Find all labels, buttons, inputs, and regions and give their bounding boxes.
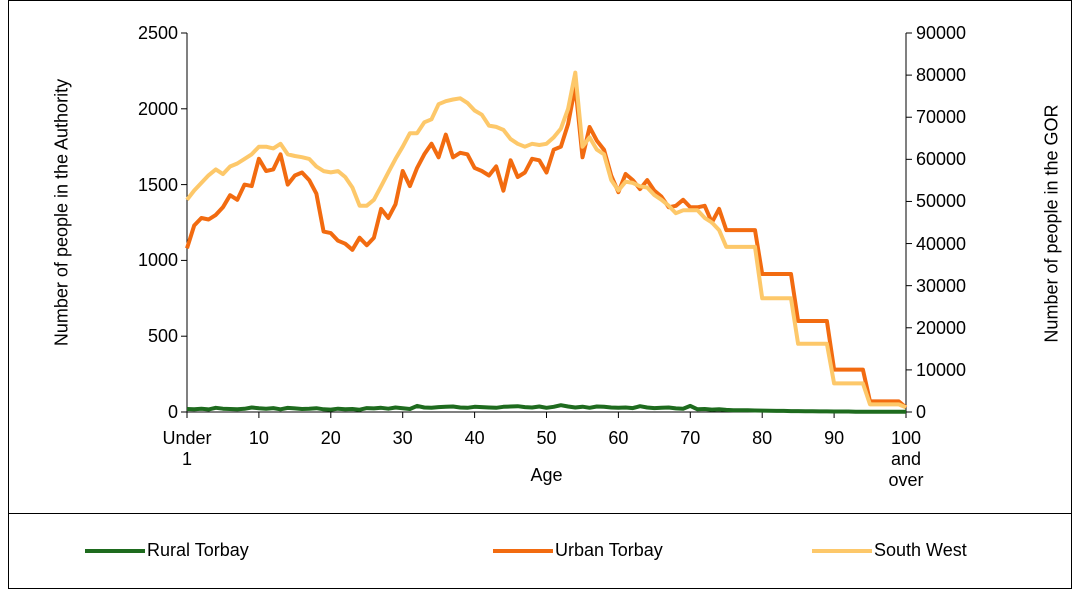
y2-tick-label: 90000 [916, 23, 967, 43]
legend-label: Urban Torbay [555, 540, 663, 560]
y-tick-label: 1000 [137, 250, 178, 271]
chart-border [8, 0, 1072, 589]
y-axis-title: Number of people in the Authority [51, 78, 72, 346]
y-tick-label: 2500 [137, 23, 178, 43]
x-tick-label: 90 [824, 428, 845, 448]
x-tick-label: 20 [320, 428, 341, 448]
y2-tick-label: 20000 [916, 317, 967, 338]
x-tick-label: 30 [392, 428, 413, 448]
y-tick-label: 500 [147, 326, 178, 347]
x-tick-label: 80 [752, 428, 773, 448]
y2-tick-label: 60000 [916, 149, 967, 170]
x-tick-label: 100 and over [888, 428, 924, 490]
y2-tick-label: 30000 [916, 275, 967, 296]
series-line [185, 84, 908, 410]
series-line [185, 70, 907, 410]
y2-axis-title: Number of people in the GOR [1041, 103, 1062, 343]
x-tick-label: 50 [536, 428, 557, 448]
series-line [186, 403, 906, 414]
y-tick-label: 1500 [137, 174, 178, 195]
y2-tick-label: 40000 [916, 233, 967, 254]
legend-label: Rural Torbay [147, 540, 249, 560]
x-tick-label: Under 1 [162, 428, 212, 469]
y-tick-label: 0 [167, 402, 178, 422]
y2-tick-label: 0 [916, 402, 927, 422]
y2-tick-label: 80000 [916, 65, 967, 86]
y2-tick-label: 70000 [916, 107, 967, 128]
y2-tick-label: 10000 [916, 359, 967, 380]
x-axis-title: Age [530, 465, 563, 485]
y-tick-label: 2000 [137, 98, 178, 119]
legend-label: South West [874, 540, 967, 560]
x-tick-label: 40 [464, 428, 485, 448]
x-tick-label: 70 [680, 428, 701, 448]
x-tick-label: 10 [248, 428, 269, 448]
x-tick-label: 60 [608, 428, 629, 448]
y2-tick-label: 50000 [916, 191, 967, 212]
